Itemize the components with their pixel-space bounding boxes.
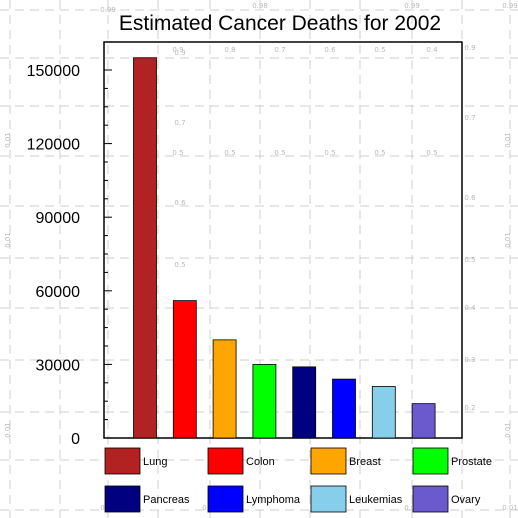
grid-label-left-0: 0.01 bbox=[4, 132, 12, 148]
grid-label-col-0: 0.9 bbox=[172, 46, 183, 54]
grid-label-right-2: 0.6 bbox=[464, 194, 476, 202]
legend-label-lung: Lung bbox=[143, 456, 167, 468]
chart-title: Estimated Cancer Deaths for 2002 bbox=[119, 12, 441, 35]
grid-label-right-1: 0.7 bbox=[464, 114, 475, 122]
legend-label-breast: Breast bbox=[349, 456, 381, 468]
bar-prostate bbox=[252, 363, 277, 439]
grid-label-col2-1: 0.5 bbox=[224, 149, 235, 157]
legend-label-ovary: Ovary bbox=[451, 494, 481, 506]
grid-label-col-2: 0.7 bbox=[274, 46, 285, 54]
legend-label-prostate: Prostate bbox=[451, 456, 492, 468]
grid-label-bottom-2: 0.01 bbox=[502, 504, 518, 512]
y-tick-label: 90000 bbox=[36, 210, 81, 227]
grid-label-rightedge-2: 0.01 bbox=[504, 422, 512, 438]
y-tick-label: 60000 bbox=[36, 284, 81, 301]
bar-pancreas bbox=[292, 366, 317, 439]
y-tick-label: 0 bbox=[71, 431, 80, 448]
grid-label-col-4: 0.5 bbox=[374, 46, 385, 54]
grid-label-col2-4: 0.5 bbox=[374, 149, 385, 157]
bar-colon bbox=[172, 300, 197, 439]
grid-label-col-1: 0.8 bbox=[224, 46, 235, 54]
grid-label-top-2: 0.99 bbox=[404, 2, 420, 10]
legend-label-leukemias: Leukemias bbox=[349, 494, 403, 506]
grid-label-inner-1: 0.7 bbox=[174, 119, 185, 127]
legend: Lung Colon Breast Prostate Pancreas Lymphoma L… bbox=[104, 447, 492, 513]
grid-label-inner-3: 0.5 bbox=[174, 261, 185, 269]
grid-label-rightedge-1: 0.01 bbox=[504, 232, 512, 248]
grid-label-col2-0: 0.5 bbox=[172, 149, 183, 157]
legend-swatch-leukemias bbox=[310, 485, 347, 513]
y-tick-label: 150000 bbox=[27, 63, 80, 80]
legend-label-pancreas: Pancreas bbox=[143, 494, 190, 506]
grid-label-inner-2: 0.6 bbox=[174, 199, 186, 207]
grid-label-left-1: 0.01 bbox=[4, 232, 12, 248]
bars bbox=[133, 57, 436, 439]
grid-label-col2-2: 0.5 bbox=[274, 149, 285, 157]
grid-label-inner-0: 0.9 bbox=[174, 49, 185, 57]
legend-swatch-breast bbox=[310, 447, 347, 475]
grid-label-right-3: 0.5 bbox=[464, 256, 475, 264]
legend-swatch-lung bbox=[104, 447, 141, 475]
grid-label-top-0: 0.99 bbox=[100, 6, 116, 14]
bar-ovary bbox=[411, 403, 436, 439]
grid-label-col-5: 0.4 bbox=[426, 46, 438, 54]
grid-label-top-1: 0.98 bbox=[252, 2, 268, 10]
bar-lung bbox=[133, 57, 157, 439]
y-tick-label: 30000 bbox=[36, 357, 81, 374]
bar-leukemias bbox=[371, 386, 396, 439]
bar-breast bbox=[212, 339, 237, 439]
grid-label-col2-3: 0.5 bbox=[324, 149, 335, 157]
grid-label-top-3: 0.99 bbox=[502, 2, 518, 10]
legend-swatch-colon bbox=[207, 447, 244, 475]
grid-label-right-4: 0.4 bbox=[464, 304, 476, 312]
grid-label-right-0: 0.9 bbox=[464, 44, 475, 52]
grid-label-col2-5: 0.5 bbox=[426, 149, 437, 157]
grid-label-bottom-1: 0.01 bbox=[404, 504, 420, 512]
grid-label-right-5: 0.3 bbox=[464, 356, 475, 364]
grid-label-rightedge-0: 0.01 bbox=[504, 132, 512, 148]
legend-swatch-prostate bbox=[412, 447, 449, 475]
legend-label-colon: Colon bbox=[246, 456, 275, 468]
legend-swatch-lymphoma bbox=[207, 485, 244, 513]
grid-label-left-2: 0.01 bbox=[4, 422, 12, 438]
legend-swatch-pancreas bbox=[104, 485, 141, 513]
bar-lymphoma bbox=[332, 378, 356, 439]
grid-label-col-3: 0.6 bbox=[324, 46, 336, 54]
legend-swatch-ovary bbox=[412, 485, 449, 513]
plot-frame bbox=[103, 41, 463, 439]
y-tick-label: 120000 bbox=[27, 137, 80, 154]
y-axis: 0 30000 60000 90000 120000 150000 bbox=[27, 63, 112, 448]
grid-label-right-6: 0.2 bbox=[464, 404, 475, 412]
legend-label-lymphoma: Lymphoma bbox=[246, 494, 301, 506]
